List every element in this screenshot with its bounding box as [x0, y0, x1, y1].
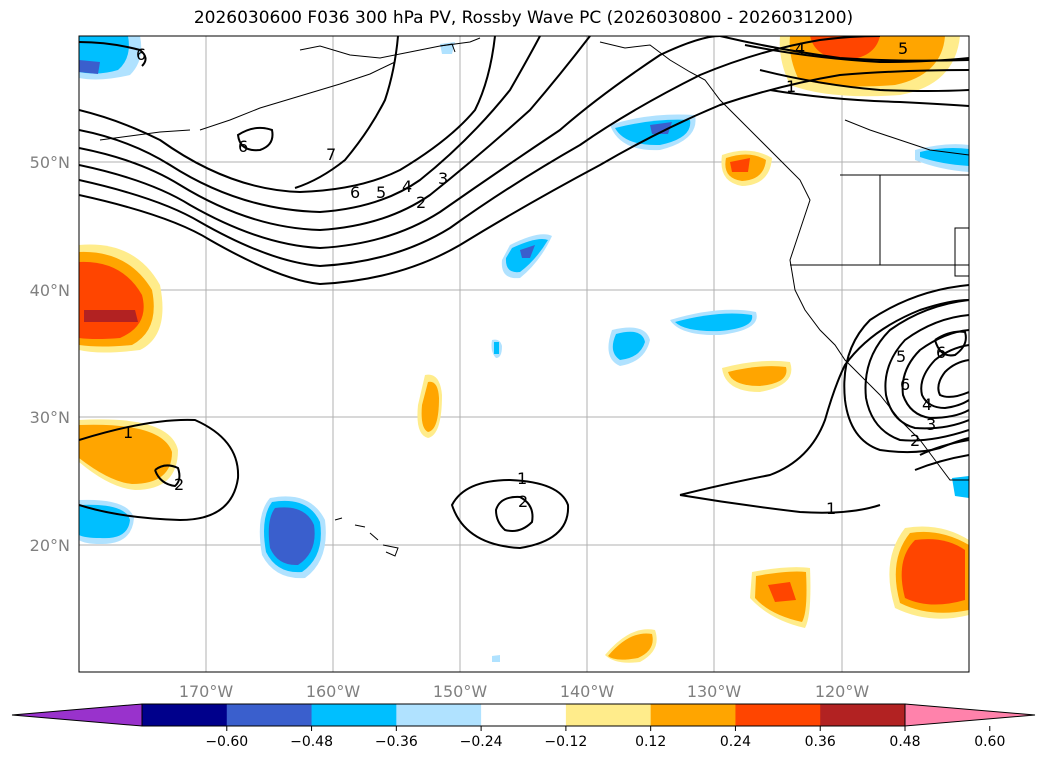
contour-label: 2	[518, 492, 528, 511]
colorbar-segment	[396, 704, 482, 726]
contour-label: 2	[174, 475, 184, 494]
colorbar-tick-label: 0.24	[720, 734, 751, 750]
colorbar: −0.60 −0.48 −0.36 −0.24 −0.12 0.12 0.24 0.36 0.4…	[11, 703, 1036, 750]
shade-31n-152w	[417, 374, 442, 438]
contour-label: 4	[795, 39, 805, 58]
colorbar-tick-label: 0.36	[805, 734, 836, 750]
contour-label: 7	[326, 145, 336, 164]
plot-area	[79, 36, 969, 672]
contour-label: 1	[123, 423, 133, 442]
colorbar-tick-label: 0.48	[889, 734, 920, 750]
shade-se-corner	[889, 526, 969, 619]
colorbar-segment	[735, 704, 821, 726]
plot-frame	[78, 35, 970, 673]
contour-label: 2	[910, 431, 920, 450]
shade-16n-126w	[750, 567, 811, 628]
contour-label: 4	[402, 177, 412, 196]
shade-west-28n	[79, 419, 178, 490]
lon-label: 170°W	[179, 682, 234, 701]
colorbar-segment	[481, 704, 567, 726]
shade-42n-146w	[501, 234, 552, 279]
colorbar-tick-label: −0.60	[205, 734, 248, 750]
map-title: 2026030600 F036 300 hPa PV, Rossby Wave …	[193, 8, 854, 28]
shade-west-40n	[79, 244, 163, 353]
contour-label: 6	[900, 375, 910, 394]
colorbar-tick-label: −0.12	[544, 734, 587, 750]
shade-20n-160w	[259, 496, 326, 579]
contour-label: 6	[936, 343, 946, 362]
contour-label: 1	[517, 469, 527, 488]
lon-label: 160°W	[306, 682, 361, 701]
contour-label: 2	[416, 193, 426, 212]
shade-36n-146w	[491, 339, 502, 358]
contour-label: 5	[896, 347, 906, 366]
lon-label: 130°W	[687, 682, 742, 701]
contour-label: 5	[376, 183, 386, 202]
shade-33n-128w	[722, 360, 792, 392]
contour-label: 6	[238, 137, 248, 156]
colorbar-tick-label: 0.60	[974, 734, 1005, 750]
colorbar-tick-label: −0.24	[460, 734, 503, 750]
colorbar-extension-high	[904, 703, 1036, 727]
shade-49n-128w	[721, 150, 772, 186]
lat-label: 50°N	[30, 153, 70, 172]
contour-label: 6	[350, 183, 360, 202]
colorbar-outline	[141, 703, 906, 727]
contour-label: 6	[136, 45, 146, 64]
shade-12n-137w	[605, 629, 657, 663]
contour-labels: 6 6 7 6 5 4 3 2 4 5 1 1 2 1 2 1 5 6 6 4 …	[123, 39, 946, 518]
lat-label: 30°N	[30, 408, 70, 427]
pv-anomaly-shading	[79, 36, 969, 663]
colorbar-segment	[226, 704, 313, 726]
colorbar-segment	[650, 704, 736, 726]
colorbar-tick-label: −0.48	[290, 734, 333, 750]
contour-label: 1	[786, 77, 796, 96]
lon-label: 150°W	[433, 682, 488, 701]
contour-label: 5	[898, 39, 908, 58]
contour-label: 3	[438, 169, 448, 188]
contour-label: 4	[922, 395, 932, 414]
colorbar-extension-low	[11, 703, 143, 727]
longitude-axis: 170°W 160°W 150°W 140°W 130°W 120°W	[179, 682, 870, 701]
contour-label: 3	[926, 415, 936, 434]
shade-36n-137w	[608, 327, 650, 366]
lat-label: 40°N	[30, 281, 70, 300]
lon-label: 120°W	[815, 682, 870, 701]
contour-label: 1	[826, 499, 836, 518]
shade-ne-corner	[779, 36, 960, 97]
colorbar-tick-label: −0.36	[375, 734, 418, 750]
latitude-axis: 50°N 40°N 30°N 20°N	[30, 153, 70, 555]
colorbar-segment	[820, 704, 906, 726]
shade-38n-130w	[670, 309, 757, 336]
gridlines	[79, 36, 969, 672]
lon-label: 140°W	[560, 682, 615, 701]
pv-contours	[79, 36, 969, 550]
shade-50n-ne	[915, 144, 969, 172]
colorbar-tick-label: 0.12	[635, 734, 666, 750]
colorbar-segment	[311, 704, 397, 726]
colorbar-segment	[142, 704, 228, 726]
colorbar-segment	[565, 704, 652, 726]
lat-label: 20°N	[30, 536, 70, 555]
shade-25n-east	[952, 476, 969, 498]
